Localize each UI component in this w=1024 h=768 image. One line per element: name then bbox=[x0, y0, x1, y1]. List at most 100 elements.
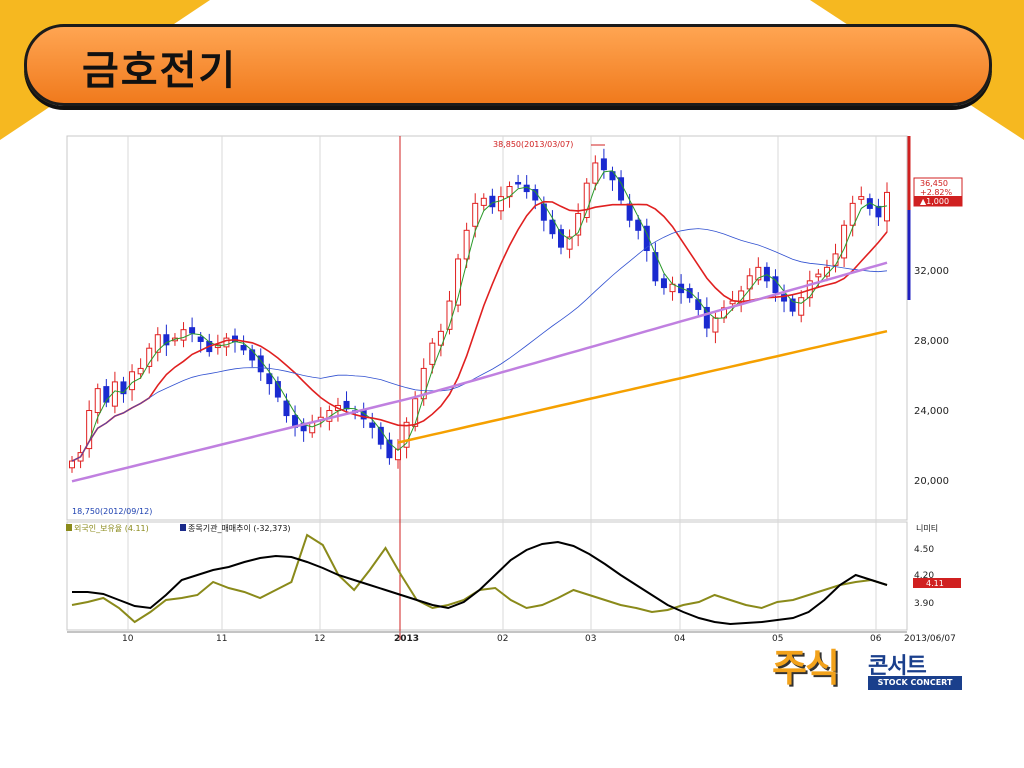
candle-body bbox=[763, 266, 770, 282]
price-tick: 20,000 bbox=[914, 476, 949, 487]
moving-averages bbox=[71, 170, 888, 483]
candle-body bbox=[403, 421, 410, 448]
title-bar bbox=[24, 24, 992, 106]
candle-body bbox=[197, 336, 204, 342]
high-annotation: 38,850(2013/03/07) bbox=[493, 140, 573, 149]
ma-longer-line bbox=[71, 261, 888, 483]
logo-main: 주식 bbox=[772, 646, 840, 690]
candle-body bbox=[798, 297, 805, 316]
x-tick-label: 02 bbox=[497, 634, 508, 644]
x-tick-label: 05 bbox=[772, 634, 783, 644]
candle-body bbox=[386, 439, 393, 459]
legend-swatch-institution bbox=[180, 524, 186, 531]
candle-body bbox=[189, 327, 196, 334]
slide-title: 금호전기 bbox=[82, 48, 238, 94]
candle-body bbox=[420, 367, 427, 400]
price-tick: 32,000 bbox=[914, 266, 949, 277]
price-tick: 24,000 bbox=[914, 406, 949, 417]
candles bbox=[69, 148, 890, 473]
x-tick-label: 11 bbox=[216, 634, 227, 644]
candle-body bbox=[437, 330, 444, 346]
candle-body bbox=[772, 276, 779, 294]
indicator-tick: 3.90 bbox=[914, 599, 934, 609]
x-tick-label: 2013 bbox=[394, 634, 419, 644]
legend-institution: 종목기관_매매추이 (-32,373) bbox=[188, 523, 291, 533]
candle-body bbox=[94, 388, 101, 414]
candle-body bbox=[600, 158, 607, 171]
price-tick: 28,000 bbox=[914, 336, 949, 347]
candle-body bbox=[137, 367, 144, 375]
institution-trade-line bbox=[72, 540, 888, 626]
indicator-tick: 4.20 bbox=[914, 571, 934, 581]
candle-body bbox=[592, 162, 599, 184]
indicator-current-value: 4.11 bbox=[926, 579, 944, 588]
candle-body bbox=[429, 342, 436, 365]
ma-longest-line bbox=[397, 329, 888, 444]
candle-body bbox=[583, 182, 590, 219]
candle-body bbox=[695, 299, 702, 310]
candle-body bbox=[497, 196, 504, 212]
candle-body bbox=[154, 334, 161, 353]
stock-concert-logo: 주식 콘서트 STOCK CONCERT bbox=[772, 646, 964, 692]
candle-body bbox=[129, 371, 136, 391]
x-tick-label: 04 bbox=[674, 634, 686, 644]
indicator-corner-label: 니미티 bbox=[916, 523, 938, 533]
candle-body bbox=[120, 381, 127, 395]
last-price-diff: ▲1,000 bbox=[920, 197, 949, 206]
candle-body bbox=[146, 347, 153, 367]
candle-body bbox=[69, 460, 75, 469]
candle-body bbox=[686, 288, 693, 299]
candle-body bbox=[266, 373, 273, 385]
candle-body bbox=[626, 203, 633, 221]
candle-body bbox=[789, 298, 796, 312]
candle-body bbox=[395, 448, 401, 461]
candle-body bbox=[815, 273, 822, 278]
last-price-value: 36,450 bbox=[920, 179, 948, 188]
candle-body bbox=[249, 349, 256, 361]
candle-body bbox=[609, 171, 616, 181]
price-axis: 32,000 28,000 24,000 20,000 36,450 +2.82… bbox=[907, 136, 963, 487]
logo-english: STOCK CONCERT bbox=[868, 676, 962, 690]
legend-foreign: 외국인_보유율 (4.11) bbox=[74, 523, 149, 533]
x-tick-label: 03 bbox=[585, 634, 596, 644]
x-tick-label: 06 bbox=[870, 634, 882, 644]
indicator-tick: 4.50 bbox=[914, 545, 934, 555]
candle-body bbox=[480, 197, 487, 206]
candle-body bbox=[703, 306, 710, 329]
logo-sub: 콘서트 bbox=[868, 654, 927, 679]
indicator-current-bg bbox=[913, 578, 961, 588]
candle-body bbox=[635, 219, 642, 231]
candle-body bbox=[832, 253, 839, 266]
candle-body bbox=[489, 195, 496, 208]
ma-short-line bbox=[71, 170, 888, 462]
candle-body bbox=[660, 278, 667, 289]
candle-body bbox=[755, 266, 762, 281]
candle-body bbox=[163, 334, 170, 346]
candle-body bbox=[858, 196, 865, 200]
candle-body bbox=[180, 329, 187, 341]
x-tick-label-date: 2013/06/07 bbox=[904, 634, 956, 644]
candle-body bbox=[111, 381, 118, 407]
ma-long-line bbox=[71, 228, 888, 462]
candle-body bbox=[549, 219, 556, 235]
candle-body bbox=[558, 229, 564, 248]
candle-body bbox=[223, 337, 230, 348]
candle-body bbox=[240, 345, 247, 351]
candle-body bbox=[575, 212, 582, 236]
indicator-lines bbox=[71, 533, 888, 626]
candle-body bbox=[472, 202, 479, 227]
candle-body bbox=[369, 422, 376, 428]
candle-body bbox=[515, 181, 522, 185]
candle-body bbox=[446, 300, 453, 330]
candle-body bbox=[866, 198, 873, 209]
candle-body bbox=[103, 386, 110, 403]
legend-swatch-foreign bbox=[66, 524, 72, 531]
candle-body bbox=[712, 317, 719, 333]
x-tick-label: 10 bbox=[122, 634, 134, 644]
candle-body bbox=[412, 398, 419, 427]
indicator-panel bbox=[66, 521, 908, 631]
candle-body bbox=[875, 205, 882, 218]
candle-body bbox=[652, 252, 659, 282]
candle-body bbox=[343, 400, 350, 410]
